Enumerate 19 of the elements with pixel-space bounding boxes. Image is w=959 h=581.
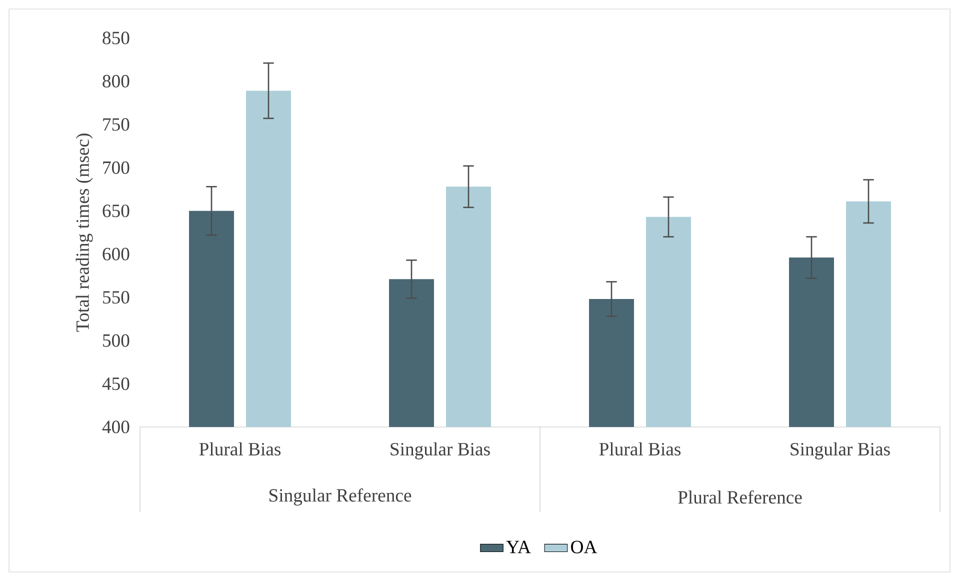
x-tick-label: Singular Bias (790, 442, 890, 460)
x-tick-label: Plural Bias (199, 442, 281, 456)
y-tick-label: 500 (103, 334, 130, 347)
y-tick-label: 850 (102, 32, 130, 44)
y-tick-label: 550 (103, 291, 130, 304)
y-tick-label: 400 (102, 420, 130, 434)
x-tick-label: Singular Bias (390, 442, 490, 460)
legend-label: YA (506, 540, 531, 554)
y-tick-label: 450 (102, 377, 130, 390)
y-tick-label: 800 (102, 74, 130, 88)
y-tick-label: 600 (102, 248, 130, 260)
y-tick-label: 700 (103, 161, 130, 174)
y-tick-label: 650 (102, 204, 130, 218)
x-tick-label: Plural Bias (599, 442, 681, 456)
y-axis-title: Total reading times (msec) (76, 134, 93, 332)
legend-label: OA (571, 540, 598, 554)
y-tick-label: 750 (103, 118, 130, 131)
text: Singular Reference (269, 488, 412, 506)
text: Plural Reference (678, 490, 802, 504)
